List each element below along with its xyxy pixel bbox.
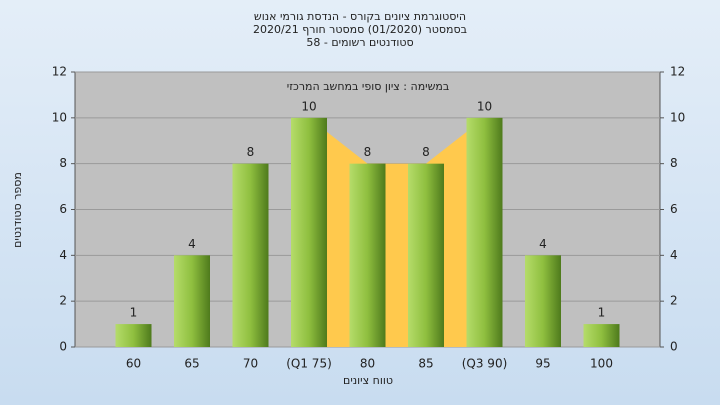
y2-tick-label: 4 [670, 248, 678, 262]
data-label: 8 [422, 145, 430, 159]
data-label: 1 [130, 306, 138, 320]
x-tick-label: 60 [126, 357, 141, 371]
bar [349, 163, 386, 347]
y2-tick-label: 12 [670, 65, 685, 79]
x-tick-label: 100 [590, 357, 613, 371]
y-tick-label: 8 [59, 156, 67, 170]
x-axis-label: טווח ציונים [343, 374, 393, 387]
data-label: 4 [188, 237, 196, 251]
bar [408, 163, 444, 347]
data-label: 8 [247, 145, 255, 159]
y-tick-label: 2 [59, 294, 67, 308]
data-label: 10 [477, 99, 492, 113]
data-label: 4 [539, 237, 547, 251]
y-tick-label: 12 [52, 65, 67, 79]
x-tick-label: 65 [184, 357, 199, 371]
data-label: 1 [598, 306, 606, 320]
y-tick-label: 6 [59, 202, 67, 216]
y2-tick-label: 8 [670, 156, 678, 170]
y-axis-label: מספר סטודנטים [11, 172, 24, 248]
x-tick-label: (Q1 75) [286, 357, 332, 371]
bar [232, 163, 269, 347]
data-label: 8 [364, 145, 372, 159]
y-tick-label: 10 [52, 110, 67, 124]
y-tick-label: 0 [59, 340, 67, 354]
bar [583, 324, 620, 347]
bar [174, 255, 210, 347]
y2-tick-label: 2 [670, 294, 678, 308]
y2-tick-label: 0 [670, 340, 678, 354]
y2-tick-label: 10 [670, 110, 685, 124]
y-tick-label: 4 [59, 248, 67, 262]
bar [115, 324, 152, 347]
bar [466, 117, 503, 347]
chart-subtitle: סטודנטים רשומים - 58 [306, 36, 413, 49]
x-tick-label: 80 [360, 357, 375, 371]
x-tick-label: 95 [535, 357, 550, 371]
bar [525, 255, 561, 347]
y2-tick-label: 6 [670, 202, 678, 216]
x-tick-label: 85 [418, 357, 433, 371]
chart-title: היסטוגרמת ציונים בקורס - הנדסת גורמי אנו… [254, 10, 466, 23]
x-tick-label: 70 [243, 357, 258, 371]
annotation: במשימה : ציון סופי במחשב המרכזי [287, 80, 450, 93]
bar [291, 117, 327, 347]
x-tick-label: (Q3 90) [462, 357, 508, 371]
data-label: 10 [301, 99, 316, 113]
chart-subtitle: בסמסטר (01/2020) סמסטר חורף 2020/21 [253, 23, 467, 36]
